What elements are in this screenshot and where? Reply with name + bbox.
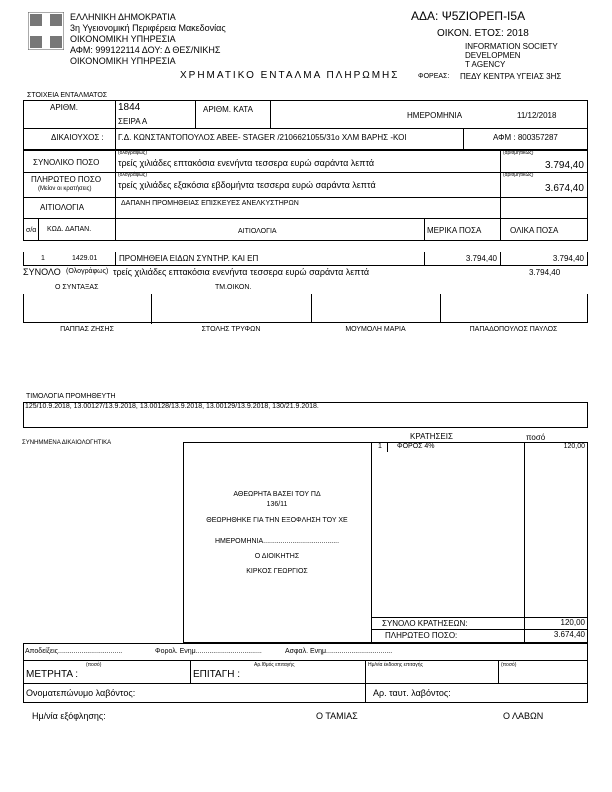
cashier-label: Ο ΤΑΜΙΑΣ — [316, 711, 358, 721]
stamp-line: DEVELOPMEN — [465, 51, 521, 60]
item-no: 1 — [41, 255, 45, 262]
signatory-name: ΣΤΟΛΗΣ ΤΡΥΦΩΝ — [201, 326, 261, 333]
cheque-number-hint: Αρ.Ιθμός επιταγής — [254, 662, 295, 668]
composer-label: Ο ΣΥΝΤΑΞΑΣ — [55, 284, 99, 291]
greek-cross-logo-icon — [28, 12, 64, 50]
deductions-amount-label: ποσό — [526, 433, 546, 442]
fiscal-year: ΟΙΚΟΝ. ΕΤΟΣ: 2018 — [437, 28, 529, 39]
order-series: ΣΕΙΡΑ Α — [118, 117, 148, 126]
org-line: 3η Υγειονομική Περιφέρεια Μακεδονίας — [70, 23, 226, 33]
approval-line: Ο ΔΙΟΙΚΗΤΗΣ — [254, 553, 300, 560]
amounts-table — [23, 150, 588, 241]
total-amount: 3.794,40 — [545, 160, 584, 171]
col-header-partial: ΜΕΡΙΚΑ ΠΟΣΑ — [427, 226, 482, 235]
payment-table — [23, 643, 588, 703]
deductions-label: ΚΡΑΤΗΣΕΙΣ — [410, 432, 453, 441]
words-hint: (ολογράφως) — [118, 172, 148, 178]
ada-code: ΑΔΑ: Ψ5ΖΙΟΡΕΠ-Ι5Α — [411, 9, 526, 23]
payment-date-label: Ημ/νία εξόφλησης: — [32, 711, 106, 721]
sum-hint: (Ολογράφως) — [66, 268, 109, 275]
total-label: ΣΥΝΟΛΙΚΟ ΠΟΣΟ — [33, 158, 100, 167]
date-label: ΗΜΕΡΟΜΗΝΙΑ — [407, 111, 463, 120]
digits-hint: (αριθμητικώς) — [503, 150, 534, 156]
section-label: ΣΤΟΙΧΕΙΑ ΕΝΤΑΛΜΑΤΟΣ — [27, 92, 108, 99]
approval-text: ΑΘΕΩΡΗΤΑ ΒΑΣΕΙ ΤΟΥ ΠΔ 136/11 ΘΕΩΡΗΘΗΚΕ Γ… — [183, 490, 371, 577]
approval-deductions-box — [183, 442, 588, 643]
receipts-field[interactable]: Αποδείξεις..............................… — [25, 648, 123, 655]
payable-label: ΠΛΗΡΩΤΕΟ ΠΟΣΟ — [31, 175, 102, 184]
payable-words: τρείς χιλιάδες εξακόσια εβδομήντα τεσσερ… — [118, 180, 376, 190]
col-header-total: ΟΛΙΚΑ ΠΟΣΑ — [510, 226, 559, 235]
deductions-total: 120,00 — [560, 618, 585, 627]
order-details-table — [23, 100, 588, 150]
col-header-reason: ΑΙΤΙΟΛΟΓΙΑ — [238, 228, 277, 235]
kata-label: ΑΡΙΘΜ. ΚΑΤΑ — [203, 105, 253, 114]
deduction-amount: 120,00 — [563, 443, 585, 450]
signatory-name: ΠΑΠΠΑΣ ΖΗΣΗΣ — [60, 326, 114, 333]
document-title: ΧΡΗΜΑΤΙΚΟ ΕΝΤΑΛΜΑ ΠΛΗΡΩΜΗΣ — [180, 70, 400, 81]
order-date: 11/12/2018 — [517, 111, 557, 120]
receiver-id-label: Αρ. ταυτ. λαβόντος: — [373, 688, 451, 698]
digits-hint: (αριθμητικώς) — [503, 172, 534, 178]
beneficiary-afm: ΑΦΜ : 800357287 — [493, 133, 558, 142]
col-header-sa: σ/α — [26, 227, 37, 234]
payable-amount: 3.674,40 — [545, 183, 584, 194]
item-partial: 3.794,40 — [465, 254, 497, 263]
invoices-label: ΤΙΜΟΛΟΓΙΑ ΠΡΟΜΗΘΕΥΤΗ — [26, 393, 116, 400]
tax-cert-field[interactable]: Φορολ. Ενημ.............................… — [155, 648, 262, 655]
approval-line: ΑΘΕΩΡΗΤΑ ΒΑΣΕΙ ΤΟΥ ΠΔ — [233, 491, 321, 498]
beneficiary: Γ.Δ. ΚΩΝΣΤΑΝΤΟΠΟΥΛΟΣ ΑΒΕΕ- STAGER /21066… — [118, 133, 407, 142]
stamp: INFORMATION SOCIETY DEVELOPMEN T AGENCY — [465, 42, 558, 69]
approval-line: ΘΕΩΡΗΘΗΚΕ ΓΙΑ ΤΗΝ ΕΞΟΦΛΗΣΗ ΤΟΥ ΧΕ — [206, 517, 348, 524]
item-code: 1429.01 — [72, 255, 98, 262]
attachments-label: ΣΥΝΗΜΜΕΝΑ ΔΙΚΑΙΟΛΟΓΗΤΙΚΑ — [22, 440, 112, 446]
net-payable: 3.674,40 — [553, 630, 585, 639]
foreas-label: ΦΟΡΕΑΣ: — [418, 73, 450, 80]
reason-label: ΑΙΤΙΟΛΟΓΙΑ — [40, 203, 85, 212]
beneficiary-label: ΔΙΚΑΙΟΥΧΟΣ : — [51, 133, 104, 142]
invoices-box — [23, 402, 588, 428]
receiver-name-label: Ονοματεπώνυμο λαβόντος: — [26, 688, 136, 698]
sum-words: τρείς χιλιάδες επτακόσια ενενήντα τεσσερ… — [113, 267, 370, 277]
stamp-line: T AGENCY — [465, 60, 506, 69]
payable-sub: (Μείον οι κρατήσεις) — [38, 186, 92, 192]
col-header-code: ΚΩΔ. ΔΑΠΑΝ. — [47, 226, 92, 233]
signatory-name: ΠΑΠΑΔΟΠΟΥΛΟΣ ΠΑΥΛΟΣ — [469, 326, 558, 333]
deduction-no: 1 — [378, 443, 382, 450]
director-name: ΚΙΡΚΟΣ ΓΕΩΡΓΙΟΣ — [246, 568, 308, 575]
org-line: ΑΦΜ: 999122114 ΔΟΥ: Δ ΘΕΣ/ΝΙΚΗΣ — [70, 45, 221, 55]
approval-date-line: ΗΜΕΡΟΜΗΝΙΑ..............................… — [214, 538, 340, 545]
cheque-date-hint: Ημ/νία έκδοσης επιταγής — [368, 662, 423, 668]
org-line: ΟΙΚΟΝΟΜΙΚΗ ΥΠΗΡΕΣΙΑ — [70, 56, 176, 66]
receiver-label: Ο ΛΑΒΩΝ — [503, 711, 544, 721]
deduction-name: ΦΟΡΟΣ 4% — [397, 443, 435, 450]
cash-label: ΜΕΤΡΗΤΑ : — [26, 669, 79, 680]
foreas-value: ΠΕΔΥ ΚΕΝΤΡΑ ΥΓΕΙΑΣ 3ΗΣ — [460, 72, 562, 81]
item-total: 3.794,40 — [552, 254, 584, 263]
finance-dept-label: ΤΜ.ΟΙΚΟΝ. — [215, 284, 252, 291]
sum-amount: 3.794,40 — [529, 268, 561, 277]
insurance-cert-field[interactable]: Ασφαλ. Ενημ.............................… — [285, 648, 393, 655]
org-line: ΕΛΛΗΝΙΚΗ ΔΗΜΟΚΡΑΤΙΑ — [70, 12, 176, 22]
reason: ΔΑΠΑΝΗ ΠΡΟΜΗΘΕΙΑΣ ΕΠΙΣΚΕΥΕΣ ΑΝΕΛΚΥΣΤΗΡΩΝ — [121, 200, 299, 207]
deductions-total-label: ΣΥΝΟΛΟ ΚΡΑΤΗΣΕΩΝ: — [382, 619, 468, 628]
org-line: ΟΙΚΟΝΟΜΙΚΗ ΥΠΗΡΕΣΙΑ — [70, 34, 176, 44]
net-payable-label: ΠΛΗΡΩΤΕΟ ΠΟΣΟ: — [385, 631, 458, 640]
cheque-label: ΕΠΙΤΑΓΗ : — [193, 669, 240, 680]
item-reason: ΠΡΟΜΗΘΕΙΑ ΕΙΔΩΝ ΣΥΝΤΗΡ. ΚΑΙ ΕΠ — [119, 254, 259, 263]
sum-label: ΣΥΝΟΛΟ — [23, 267, 61, 277]
signatory-name: ΜΟΥΜΟΛΗ ΜΑΡΙΑ — [345, 326, 406, 333]
stamp-line: INFORMATION SOCIETY — [465, 42, 558, 51]
invoices-value: 125/10.9.2018, 13.00127/13.9.2018, 13.00… — [25, 403, 319, 410]
approval-line: 136/11 — [266, 501, 288, 508]
total-words: τρείς χιλιάδες επτακόσια ενενήντα τεσσερ… — [118, 158, 375, 168]
order-number: 1844 — [118, 102, 141, 113]
words-hint: (ολογράφως) — [118, 150, 148, 156]
cash-amount-hint: (ποσό) — [86, 662, 102, 668]
number-label: ΑΡΙΘΜ. — [50, 103, 79, 112]
cheque-amount-hint: (ποσό) — [501, 662, 517, 668]
